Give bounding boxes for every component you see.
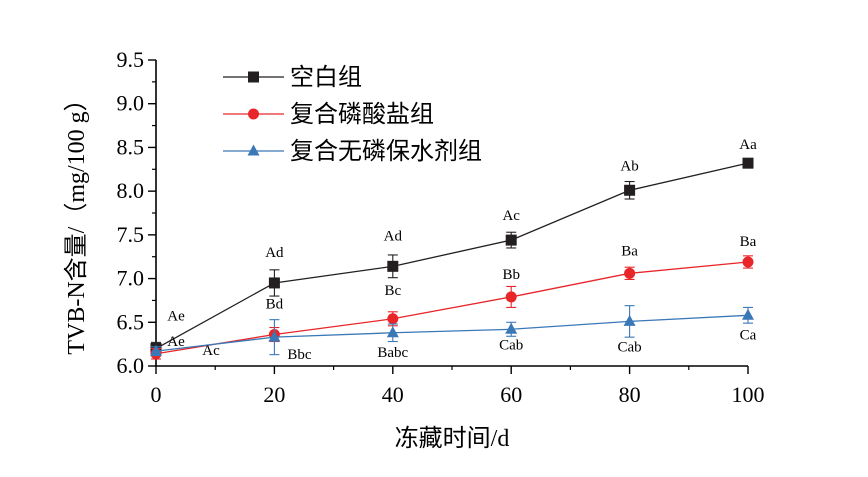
significance-label: Ad (384, 228, 403, 244)
square-marker (624, 184, 636, 196)
x-axis-title: 冻藏时间/d (395, 425, 510, 452)
significance-label: Ba (621, 243, 638, 259)
axes: 6.0 6.5 7.0 7.5 8.0 8.5 9.0 9.5 0 20 40 60 80 100 (117, 47, 765, 407)
series-3 (150, 305, 754, 357)
legend-label: 复合无磷保水剂组 (290, 138, 482, 165)
triangle-marker (623, 314, 636, 326)
significance-label: Babc (377, 345, 408, 361)
series-1 (150, 157, 754, 356)
y-tick-label: 7.5 (117, 222, 145, 247)
y-tick-label: 6.0 (117, 353, 145, 378)
triangle-marker (268, 330, 281, 342)
significance-label: Ba (740, 234, 757, 250)
significance-label: Ca (740, 327, 757, 343)
significance-label: Aa (739, 137, 757, 153)
significance-label: Ab (620, 158, 638, 174)
significance-label: Ae (167, 309, 185, 325)
legend-label: 空白组 (290, 64, 362, 91)
significance-labels: Ae Ad Ad Ac Ab Aa Ae Bd Bc Bb Ba Ba Ac Bbc Babc Cab Cab C… (167, 137, 757, 363)
triangle-marker (505, 322, 518, 334)
circle-marker (624, 267, 636, 279)
series-line (155, 314, 749, 352)
y-tick-label: 9.5 (117, 47, 145, 72)
triangle-marker (742, 308, 754, 320)
square-marker (387, 260, 399, 272)
circle-marker (742, 256, 754, 268)
y-tick-label: 9.0 (117, 91, 145, 116)
square-marker (268, 277, 280, 289)
y-tick-label: 8.5 (117, 134, 145, 159)
square-marker (248, 71, 259, 83)
x-tick-label: 100 (732, 382, 765, 407)
significance-label: Ac (502, 208, 520, 224)
circle-marker (505, 291, 517, 303)
significance-label: Ad (265, 245, 284, 261)
x-tick-label: 40 (382, 382, 404, 407)
x-tick-label: 80 (619, 382, 641, 407)
series-line (155, 261, 749, 355)
triangle-marker (150, 344, 162, 356)
significance-label: Cab (618, 339, 642, 355)
square-marker (505, 234, 517, 246)
significance-label: Ae (167, 334, 185, 350)
x-tick-label: 60 (500, 382, 522, 407)
legend-item-2: 复合磷酸盐组 (223, 101, 434, 128)
significance-label: Bd (266, 297, 284, 313)
square-marker (742, 157, 754, 169)
y-tick-label: 8.0 (117, 178, 145, 203)
series-layer (150, 157, 754, 360)
significance-label: Ac (202, 343, 220, 359)
circle-marker (387, 313, 399, 325)
triangle-marker (247, 144, 260, 156)
circle-marker (248, 108, 259, 120)
x-tick-label: 0 (151, 382, 162, 407)
triangle-marker (386, 326, 399, 338)
significance-label: Bc (384, 283, 401, 299)
x-tick-label: 20 (263, 382, 285, 407)
series-2 (150, 255, 754, 360)
significance-label: Bbc (287, 347, 312, 363)
y-axis-title: TVB-N含量/（mg/100 g） (63, 87, 90, 354)
significance-label: Bb (502, 267, 520, 283)
y-tick-label: 6.5 (117, 309, 145, 334)
legend-item-1: 空白组 (223, 64, 362, 91)
series-line (155, 162, 749, 350)
y-tick-label: 7.0 (117, 266, 145, 291)
significance-label: Cab (499, 337, 523, 353)
legend-label: 复合磷酸盐组 (290, 101, 434, 128)
legend-item-3: 复合无磷保水剂组 (223, 138, 482, 165)
